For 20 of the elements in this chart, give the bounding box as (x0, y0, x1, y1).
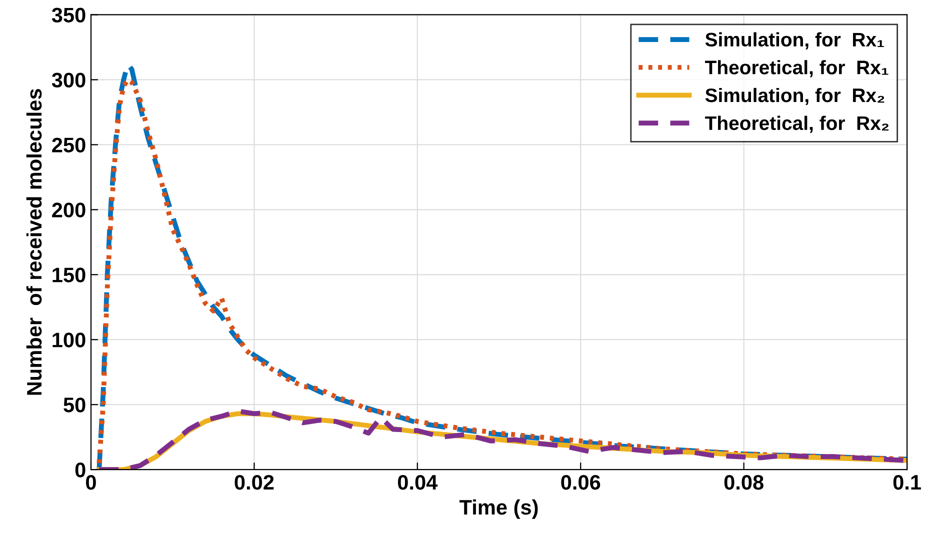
y-tick-label: 350 (52, 8, 86, 23)
y-tick-label: 200 (52, 202, 86, 218)
y-tick-label: 150 (52, 268, 86, 282)
x-tick-label: 0.02 (234, 474, 274, 490)
x-axis-title: Time (s) (460, 499, 538, 519)
y-tick-label: 0 (75, 462, 86, 478)
y-tick-label: 250 (52, 138, 86, 152)
legend-label: Simulation, for Rx₁ (705, 32, 884, 50)
y-tick-label: 50 (64, 398, 86, 412)
x-tick-label: 0.06 (561, 474, 600, 490)
legend-label: Theoretical, for Rx₂ (705, 116, 889, 133)
y-tick-label: 300 (52, 72, 86, 88)
legend-label: Simulation, for Rx₂ (705, 88, 884, 106)
x-tick-label: 0 (86, 474, 96, 490)
y-axis-title: Number of received molecules (26, 89, 42, 395)
x-tick-label: 0.1 (893, 474, 921, 490)
x-tick-label: 0.04 (398, 474, 438, 490)
legend-label: Theoretical, for Rx₁ (705, 60, 888, 78)
x-tick-label: 0.08 (724, 474, 764, 490)
y-tick-label: 100 (52, 332, 86, 348)
